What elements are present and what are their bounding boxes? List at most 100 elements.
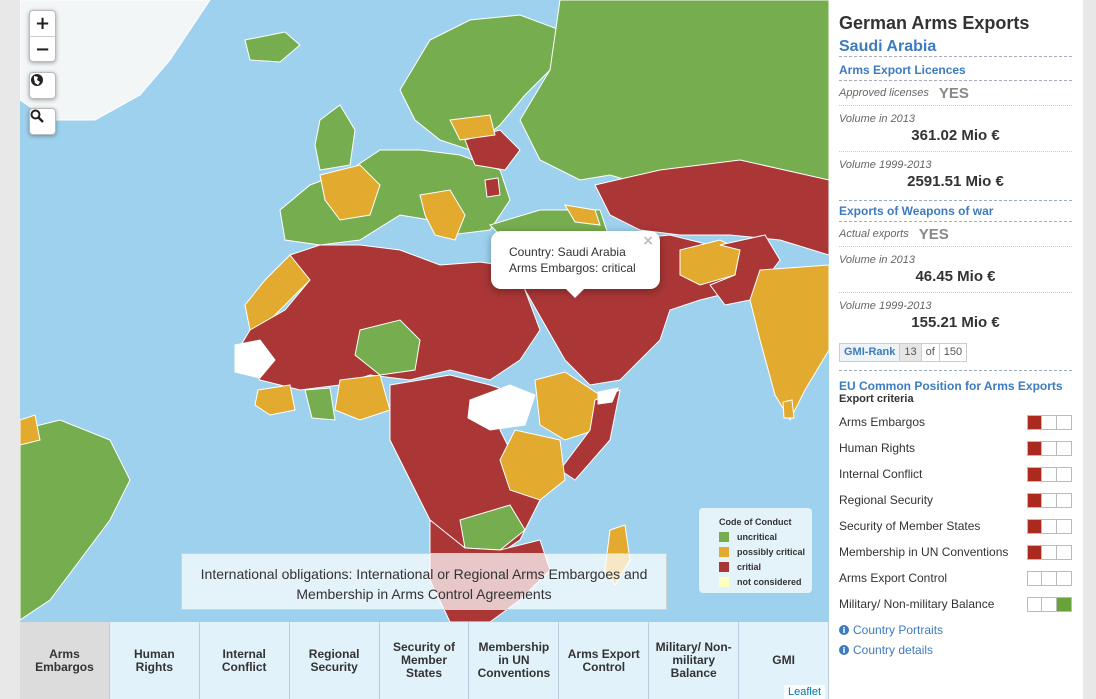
- actual-exports-value: YES: [918, 225, 949, 243]
- country-name[interactable]: Saudi Arabia: [839, 38, 1072, 57]
- greenland: [20, 0, 211, 121]
- criterion-label: Internal Conflict: [839, 467, 923, 481]
- search-icon[interactable]: [30, 109, 55, 134]
- rating-box: [1027, 519, 1042, 534]
- export-criteria-heading: Export criteria: [839, 393, 914, 405]
- south-america: [20, 419, 131, 621]
- zoom-control: + −: [29, 10, 56, 62]
- licences-heading: Arms Export Licences: [839, 60, 1072, 81]
- globe-icon[interactable]: [30, 73, 55, 98]
- sri-lanka: [782, 399, 795, 419]
- close-icon[interactable]: ×: [642, 233, 654, 249]
- baltic: [449, 114, 496, 141]
- legend-label: uncritical: [737, 531, 778, 542]
- rating-box: [1042, 545, 1057, 560]
- legend-swatch-uncritical: [719, 531, 729, 542]
- rating-box: [1027, 493, 1042, 508]
- criterion-rating: [1027, 415, 1072, 430]
- tab-arms-embargos[interactable]: Arms Embargos: [20, 622, 110, 699]
- globe-control: [29, 72, 56, 99]
- criterion-row: Internal Conflict: [839, 465, 1072, 483]
- volume-1999-2013-value: 2591.51 Mio €: [907, 173, 1004, 190]
- criterion-row: Military/ Non-military Balance: [839, 595, 1072, 613]
- criterion-rating: [1027, 545, 1072, 560]
- country-popup: Country: Saudi Arabia Arms Embargos: cri…: [491, 231, 660, 298]
- rating-box: [1042, 415, 1057, 430]
- rating-box: [1057, 467, 1072, 482]
- criterion-row: Arms Export Control: [839, 569, 1072, 587]
- iceland: [244, 31, 301, 63]
- eu-heading: EU Common Position for Arms Exports: [839, 370, 1072, 393]
- criterion-rating: [1027, 519, 1072, 534]
- tab-human-rights[interactable]: Human Rights: [109, 622, 200, 699]
- moldova: [484, 177, 501, 198]
- criterion-label: Military/ Non-military Balance: [839, 597, 995, 611]
- volume-2013-value: 361.02 Mio €: [911, 127, 1000, 144]
- britain: [314, 104, 356, 171]
- world-map[interactable]: + − Country: Saudi Arabia Arms Embargos:…: [20, 0, 829, 622]
- rating-box: [1027, 415, 1042, 430]
- country-panel: German Arms Exports Saudi Arabia Arms Ex…: [839, 0, 1072, 699]
- west-africa-orange: [334, 374, 391, 421]
- rating-box: [1042, 519, 1057, 534]
- rating-box: [1027, 545, 1042, 560]
- guinea-coast: [254, 384, 296, 416]
- info-icon: i: [839, 645, 849, 655]
- popup-status: Arms Embargos: critical: [509, 261, 636, 275]
- zambia: [459, 504, 526, 551]
- criterion-row: Security of Member States: [839, 517, 1072, 535]
- djibouti: [597, 387, 619, 405]
- actual-exports-row: Actual exports YES: [839, 222, 1072, 246]
- rating-box: [1027, 571, 1042, 586]
- south-sudan: [467, 384, 536, 431]
- tab-un-conventions[interactable]: Membership in UN Conventions: [469, 622, 560, 699]
- zoom-in-button[interactable]: +: [34, 13, 51, 34]
- approved-label: Approved licenses: [839, 87, 929, 99]
- country-portraits-link[interactable]: i Country Portraits: [839, 623, 1072, 637]
- france: [319, 164, 381, 221]
- pakistan: [709, 234, 781, 306]
- approved-row: Approved licenses YES: [839, 81, 1072, 105]
- search-control: [29, 108, 56, 135]
- rating-box: [1057, 519, 1072, 534]
- country-details-label: Country details: [853, 643, 934, 657]
- criterion-label: Arms Embargos: [839, 415, 926, 429]
- leaflet-attribution[interactable]: Leaflet: [783, 685, 825, 699]
- tab-arms-export-control[interactable]: Arms Export Control: [559, 622, 650, 699]
- gmi-of: of: [921, 343, 940, 362]
- legend-swatch-critical: [719, 561, 729, 572]
- gmi-rank-value: 13: [900, 343, 922, 362]
- legend-swatch-not-considered: [719, 576, 729, 587]
- rating-box: [1042, 441, 1057, 456]
- zoom-out-button[interactable]: −: [30, 36, 55, 61]
- rating-box: [1057, 597, 1072, 612]
- legend-item: uncritical: [719, 531, 812, 542]
- popup-country: Country: Saudi Arabia: [509, 245, 626, 259]
- criterion-rating: [1027, 441, 1072, 456]
- tab-security-member-states[interactable]: Security of Member States: [379, 622, 470, 699]
- criterion-label: Security of Member States: [839, 519, 981, 533]
- app-frame: + − Country: Saudi Arabia Arms Embargos:…: [20, 0, 1083, 699]
- criterion-label: Membership in UN Conventions: [839, 545, 1009, 559]
- legend-label: critial: [737, 561, 762, 572]
- rating-box: [1027, 467, 1042, 482]
- weapons-1999-2013-label: Volume 1999-2013: [839, 300, 932, 312]
- tab-internal-conflict[interactable]: Internal Conflict: [199, 622, 290, 699]
- criterion-row: Membership in UN Conventions: [839, 543, 1072, 561]
- rating-box: [1057, 493, 1072, 508]
- approved-value: YES: [938, 84, 969, 102]
- panel-title: German Arms Exports: [839, 13, 1030, 33]
- country-portraits-label: Country Portraits: [853, 623, 944, 637]
- balkans: [419, 189, 466, 241]
- country-details-link[interactable]: i Country details: [839, 643, 1072, 657]
- rating-box: [1057, 571, 1072, 586]
- tab-military-balance[interactable]: Military/ Non-military Balance: [649, 622, 740, 699]
- criterion-label: Regional Security: [839, 493, 934, 507]
- gmi-rank-label[interactable]: GMI-Rank: [839, 343, 901, 362]
- rating-box: [1057, 441, 1072, 456]
- north-africa: [234, 244, 541, 391]
- niger: [354, 319, 421, 376]
- tab-regional-security[interactable]: Regional Security: [289, 622, 380, 699]
- legend-label: possibly critical: [737, 546, 806, 557]
- mauritania: [234, 339, 276, 379]
